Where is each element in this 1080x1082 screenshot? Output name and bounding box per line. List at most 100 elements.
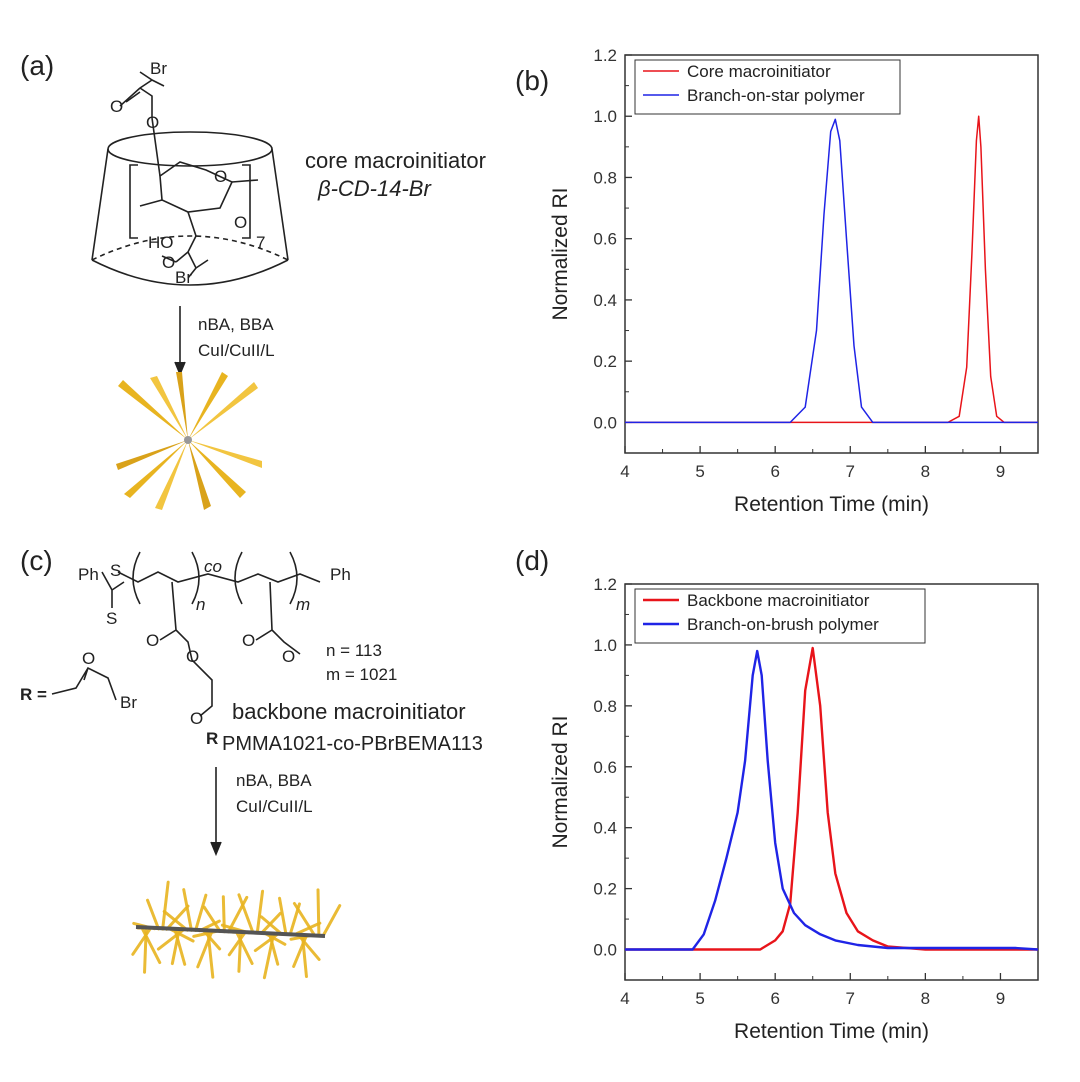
br-bottom-label: Br bbox=[175, 268, 192, 287]
x-tick-label: 6 bbox=[770, 989, 779, 1008]
y-axis-label: Normalized RI bbox=[549, 715, 572, 848]
y-tick-label: 0.4 bbox=[593, 291, 617, 310]
x-axis-label: Retention Time (min) bbox=[734, 1020, 929, 1043]
brush-arm bbox=[146, 898, 161, 931]
star-arm bbox=[176, 372, 188, 440]
y-tick-label: 1.0 bbox=[593, 107, 617, 126]
brush-arm bbox=[316, 888, 321, 938]
ring-o-top: O bbox=[146, 113, 159, 132]
r-carbonyl-o: O bbox=[82, 649, 95, 668]
x-tick-label: 7 bbox=[846, 462, 855, 481]
ph-right: Ph bbox=[330, 565, 351, 584]
brush-arm bbox=[226, 895, 249, 934]
side-chain-right bbox=[255, 581, 301, 655]
co-label: co bbox=[204, 557, 222, 576]
legend-label: Backbone macroinitiator bbox=[687, 591, 870, 610]
y-tick-label: 0.8 bbox=[593, 168, 617, 187]
arrow-c-head bbox=[210, 841, 222, 857]
y-tick-label: 0.4 bbox=[593, 819, 617, 838]
star-arm bbox=[124, 440, 188, 498]
brush-arm bbox=[161, 880, 170, 931]
star-arm bbox=[188, 440, 211, 510]
m-subscript: m bbox=[296, 595, 310, 614]
dithioester bbox=[101, 571, 125, 608]
y-tick-label: 0.2 bbox=[593, 352, 617, 371]
brush-arm bbox=[321, 904, 342, 938]
brush-arm bbox=[259, 915, 284, 936]
star-core bbox=[184, 436, 192, 444]
legend-box bbox=[634, 588, 926, 644]
brush-arm bbox=[253, 932, 280, 953]
legend-label: Branch-on-brush polymer bbox=[687, 615, 879, 634]
brush-arm bbox=[194, 893, 208, 932]
legend-label: Core macroinitiator bbox=[687, 62, 831, 81]
x-axis-label: Retention Time (min) bbox=[734, 493, 929, 516]
x-tick-label: 8 bbox=[921, 989, 930, 1008]
y-tick-label: 1.0 bbox=[593, 636, 617, 655]
panel-a-label: (a) bbox=[20, 50, 54, 81]
star-arm bbox=[188, 440, 262, 468]
panel-c-label: (c) bbox=[20, 545, 53, 576]
star-arm bbox=[188, 372, 228, 440]
brush-arm bbox=[182, 888, 193, 932]
core-code: β-CD-14-Br bbox=[317, 176, 432, 201]
backbone-formula: PMMA1021-co-PBrBEMA113 bbox=[222, 733, 483, 755]
top-carbonyl bbox=[125, 91, 141, 103]
o-left-carbonyl: O bbox=[146, 631, 159, 650]
star-arm bbox=[118, 380, 188, 440]
brush-arm bbox=[262, 932, 276, 980]
repeat-bracket-left bbox=[129, 164, 138, 239]
o-right-carbonyl: O bbox=[242, 631, 255, 650]
x-tick-label: 6 bbox=[770, 462, 779, 481]
brush-arm bbox=[255, 889, 265, 935]
panel-b-label: (b) bbox=[515, 65, 549, 96]
y-tick-label: 0.2 bbox=[593, 880, 617, 899]
r-definition: R = bbox=[20, 685, 47, 704]
brush-arm bbox=[292, 901, 317, 938]
core-name: core macroinitiator bbox=[305, 148, 486, 173]
brush-arm bbox=[131, 927, 152, 956]
y-tick-label: 0.0 bbox=[593, 941, 617, 960]
ph-left: Ph bbox=[78, 565, 99, 584]
r-bromine: Br bbox=[120, 693, 137, 712]
series-line bbox=[625, 118, 1038, 424]
brush-arm bbox=[156, 928, 185, 951]
backbone-chain bbox=[117, 571, 321, 583]
series-line bbox=[625, 646, 1038, 951]
x-tick-label: 5 bbox=[695, 989, 704, 1008]
ring-o: O bbox=[214, 167, 227, 186]
top-ester-bonds bbox=[119, 71, 165, 118]
carbonyl-o-bottom: O bbox=[162, 253, 175, 272]
r-group bbox=[51, 666, 117, 701]
star-arm bbox=[150, 376, 188, 440]
brush-arm bbox=[237, 893, 255, 935]
y-tick-label: 0.6 bbox=[593, 230, 617, 249]
repeat-bracket-right bbox=[242, 164, 251, 239]
o-right-ester: O bbox=[282, 647, 295, 666]
sulfur-1: S bbox=[110, 561, 121, 580]
legend-box bbox=[634, 59, 901, 115]
side-chain-left bbox=[159, 581, 213, 717]
bottom-ester-bonds bbox=[161, 235, 209, 279]
backbone-paren-3 bbox=[234, 551, 243, 605]
star-arm bbox=[188, 440, 246, 498]
chart-b: 4 5 6 7 8 9 0.0 0.2 0.4 0.6 0.8 1.0 1.2 Retention Tim… bbox=[549, 46, 1039, 516]
brush-polymer bbox=[131, 880, 342, 980]
legend-label: Branch-on-star polymer bbox=[687, 86, 865, 105]
chart-d: 4 5 6 7 8 9 0.0 0.2 0.4 0.6 0.8 1.0 1.2 Retention Tim… bbox=[549, 575, 1039, 1043]
star-arm bbox=[116, 440, 188, 470]
brush-arm bbox=[165, 904, 190, 931]
series-line bbox=[625, 649, 1039, 951]
reagents-c-line2: CuI/CuII/L bbox=[236, 797, 313, 816]
x-tick-label: 7 bbox=[846, 989, 855, 1008]
sulfur-2: S bbox=[106, 609, 117, 628]
y-tick-label: 0.6 bbox=[593, 758, 617, 777]
y-axis-label: Normalized RI bbox=[549, 187, 572, 320]
repeat-count: 7 bbox=[256, 233, 265, 252]
reagents-a-line2: CuI/CuII/L bbox=[198, 341, 275, 360]
y-tick-label: 0.0 bbox=[593, 413, 617, 432]
o-chain: O bbox=[190, 709, 203, 728]
star-arm bbox=[155, 440, 188, 510]
